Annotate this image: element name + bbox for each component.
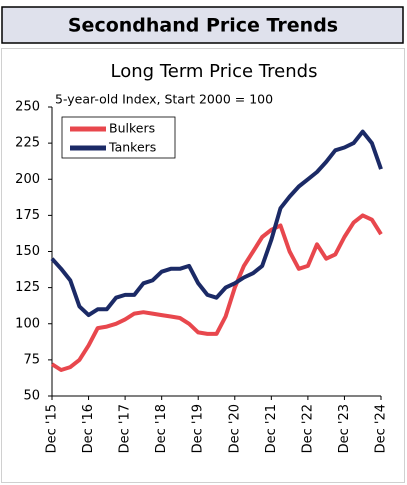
x-tick-label: Dec '22 [300, 404, 315, 453]
chart-title: Long Term Price Trends [111, 61, 318, 82]
header-title: Secondhand Price Trends [68, 15, 338, 37]
x-tick-label: Dec '24 [374, 404, 389, 453]
x-tick-label: Dec '15 [45, 404, 60, 453]
y-tick-label: 75 [23, 352, 40, 367]
x-tick-label: Dec '21 [264, 404, 279, 453]
x-tick-label: Dec '23 [337, 404, 352, 453]
y-tick-label: 200 [15, 172, 40, 187]
y-tick-label: 250 [15, 100, 40, 115]
line [50, 213, 383, 372]
header-box [1, 6, 404, 44]
legend-box [61, 116, 176, 159]
x-tick-label: Dec '16 [81, 404, 96, 453]
y-tick-label: 100 [15, 316, 40, 331]
y-tick-label: 175 [15, 208, 40, 223]
x-tick-label: Dec '19 [191, 404, 206, 453]
y-tick-label: 50 [23, 389, 40, 404]
legend-label: Bulkers [109, 121, 155, 136]
x-tick-label: Dec '17 [118, 404, 133, 453]
legend-label: Tankers [108, 140, 156, 155]
chart-frame [1, 48, 405, 483]
x-tick-label: Dec '20 [227, 404, 242, 453]
y-tick-label: 225 [15, 136, 40, 151]
chart-subtitle: 5-year-old Index, Start 2000 = 100 [55, 92, 273, 107]
y-tick-label: 150 [15, 244, 40, 259]
x-tick-label: Dec '18 [154, 404, 169, 453]
y-tick-label: 125 [15, 280, 40, 295]
line [50, 129, 383, 318]
